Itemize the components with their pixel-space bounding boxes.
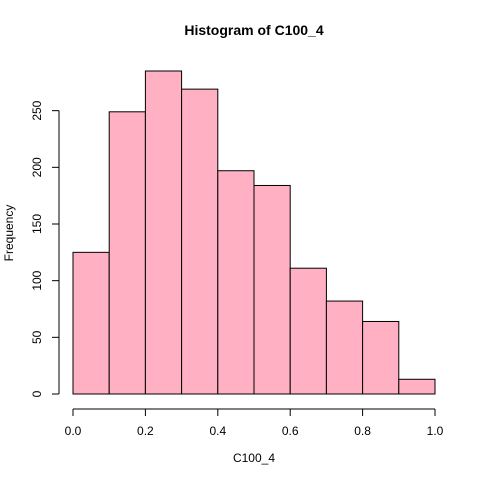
x-tick-label: 0.4 [209, 424, 226, 438]
y-axis: 0 50 100 150 200 250 [30, 100, 60, 397]
bars-group [72, 70, 436, 395]
chart-title: Histogram of C100_4 [184, 22, 323, 38]
x-tick-label: 0.8 [354, 424, 371, 438]
histogram-bar-10 [398, 378, 436, 395]
histogram-bar-4 [181, 88, 219, 395]
y-tick-label: 100 [30, 270, 44, 290]
x-tick-label: 1.0 [427, 424, 444, 438]
histogram-bar-5 [217, 170, 255, 395]
y-tick-label: 0 [30, 390, 44, 397]
x-axis-label: C100_4 [233, 451, 275, 465]
x-axis: 0.0 0.2 0.4 0.6 0.8 1.0 [65, 408, 444, 438]
y-tick-label: 50 [30, 330, 44, 344]
histogram-bar-9 [362, 320, 400, 395]
y-axis-label: Frequency [2, 205, 16, 262]
x-tick-label: 0.6 [282, 424, 299, 438]
histogram-bar-1 [72, 251, 110, 395]
histogram-bar-7 [289, 267, 327, 395]
x-tick-label: 0.2 [137, 424, 154, 438]
y-tick-label: 150 [30, 214, 44, 234]
histogram-bar-3 [144, 70, 183, 395]
histogram-bar-6 [253, 184, 291, 395]
y-tick-label: 250 [30, 100, 44, 120]
x-tick-label: 0.0 [65, 424, 82, 438]
histogram-bar-2 [108, 111, 146, 395]
histogram-bar-8 [325, 300, 364, 395]
y-tick-label: 200 [30, 157, 44, 177]
